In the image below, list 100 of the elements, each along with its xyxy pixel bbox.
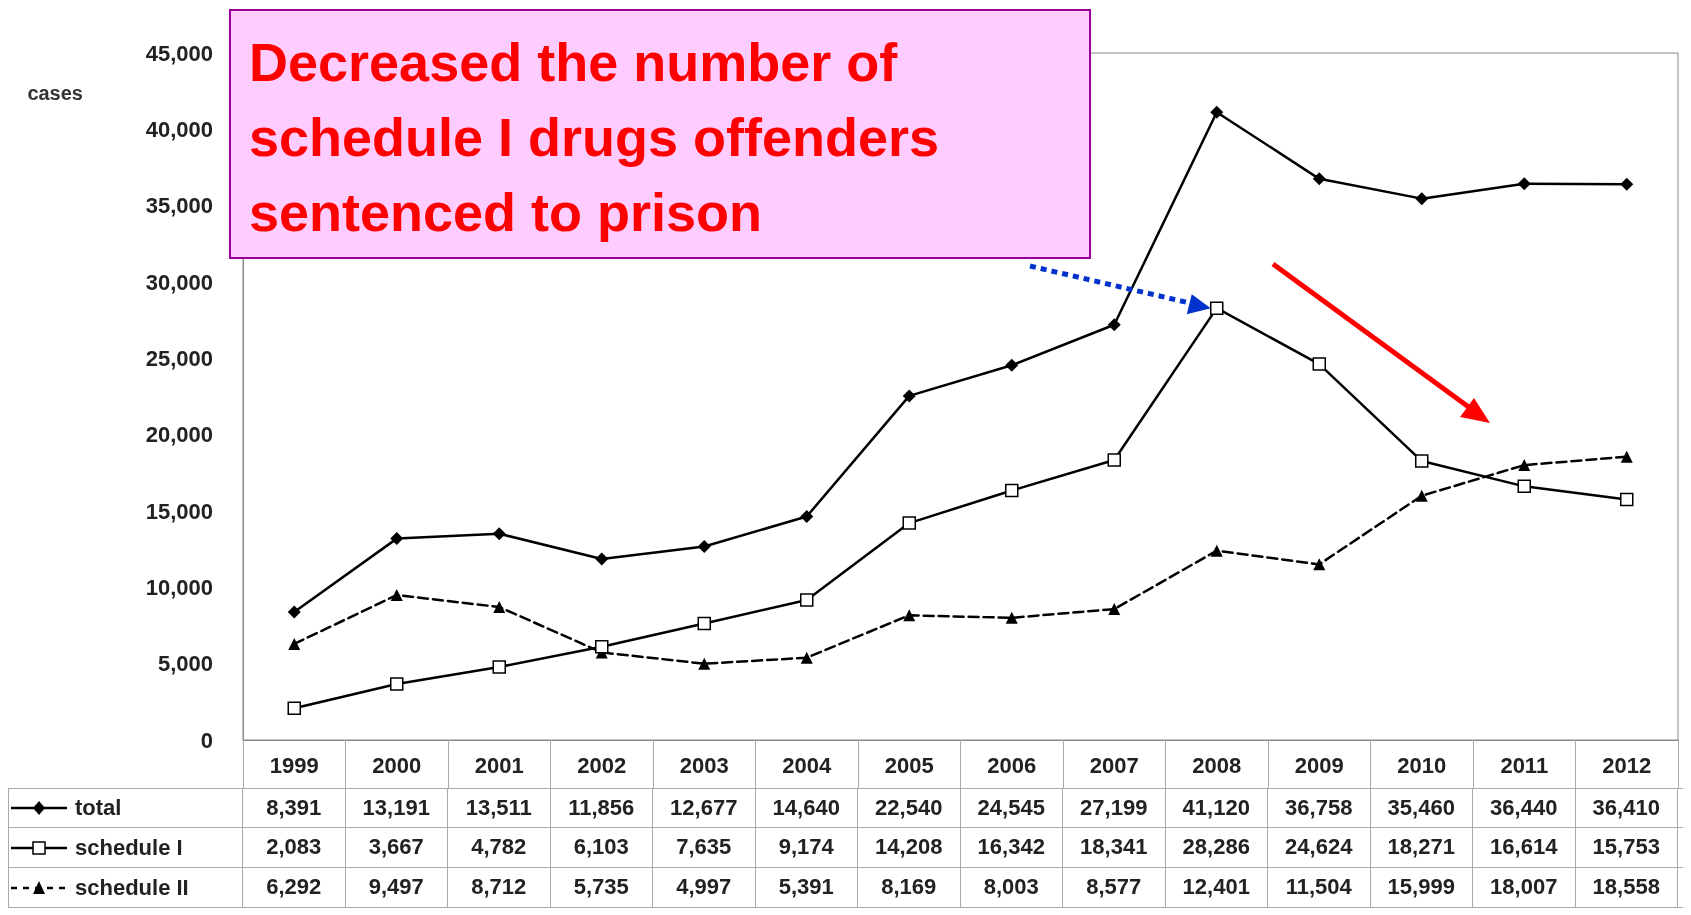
- data-label: 8,577: [1063, 868, 1166, 907]
- point: [1312, 357, 1326, 371]
- point: [1620, 450, 1633, 463]
- legend-label: schedule II: [75, 874, 189, 901]
- data-label: 15,753: [1575, 828, 1678, 867]
- data-label: 6,292: [243, 868, 346, 907]
- data-label: 8,003: [960, 868, 1063, 907]
- point: [1518, 459, 1531, 472]
- data-label: 36,758: [1268, 789, 1371, 827]
- point: [1517, 177, 1531, 191]
- data-label: 8,169: [858, 868, 961, 907]
- x-tick-label: 2008: [1192, 752, 1242, 778]
- point: [1313, 558, 1326, 571]
- x-tick-label: 2006: [987, 752, 1037, 778]
- point: [698, 657, 711, 670]
- data-label: 7,635: [653, 828, 756, 867]
- x-tick-label: 2009: [1294, 752, 1344, 778]
- point: [902, 389, 916, 403]
- data-label: 13,191: [345, 789, 448, 827]
- point: [1108, 603, 1121, 616]
- x-tick-label: 2001: [474, 752, 524, 778]
- data-label: 16,614: [1473, 828, 1576, 867]
- point: [287, 605, 301, 619]
- point: [1210, 301, 1224, 315]
- point: [1415, 192, 1429, 206]
- data-label: 3,667: [345, 828, 448, 867]
- data-label: 16,342: [960, 828, 1063, 867]
- point: [1107, 453, 1121, 467]
- y-tick-label: 35,000: [145, 193, 213, 219]
- data-label: 14,208: [858, 828, 961, 867]
- data-label: 6,103: [550, 828, 653, 867]
- point: [1517, 479, 1531, 494]
- point: [1415, 489, 1428, 502]
- point: [288, 637, 301, 650]
- x-tick-label: 2000: [372, 752, 422, 778]
- x-tick-label: 2007: [1089, 752, 1139, 778]
- x-tick-label: 2012: [1602, 752, 1652, 778]
- point: [595, 552, 609, 566]
- data-label: 36,440: [1473, 789, 1576, 827]
- data-label: 27,199: [1063, 789, 1166, 827]
- data-label: 36,410: [1575, 789, 1678, 827]
- legend-label: total: [75, 795, 122, 821]
- x-tick-label: 2003: [679, 752, 729, 778]
- point: [1107, 318, 1121, 332]
- point: [1005, 358, 1019, 372]
- data-label: 22,540: [858, 789, 961, 827]
- y-tick-label: 45,000: [145, 40, 213, 66]
- data-label: 18,007: [1473, 868, 1576, 907]
- y-tick-label: 0: [200, 727, 213, 753]
- point: [697, 616, 711, 631]
- point: [390, 589, 403, 602]
- point: [390, 677, 404, 691]
- point: [595, 640, 609, 654]
- point: [1620, 177, 1634, 191]
- point: [493, 601, 506, 613]
- data-label: 18,558: [1575, 868, 1678, 907]
- point: [800, 593, 814, 607]
- y-tick-label: 30,000: [145, 269, 213, 295]
- data-label: 15,999: [1370, 868, 1473, 907]
- data-label: 28,286: [1165, 828, 1268, 867]
- data-label: 2,083: [243, 828, 346, 867]
- point: [1312, 172, 1326, 186]
- data-label: 11,856: [550, 789, 653, 827]
- data-label: 8,712: [448, 868, 551, 907]
- point: [1415, 454, 1429, 468]
- point: [1210, 105, 1224, 119]
- data-label: 9,174: [755, 828, 858, 867]
- data-label: 5,735: [550, 868, 653, 907]
- legend-label: schedule I: [75, 834, 183, 861]
- point: [1005, 483, 1019, 498]
- annotation: Decreased the number of schedule I drugs offenders sentenced to prison: [229, 9, 1091, 259]
- data-label: 4,782: [448, 828, 551, 867]
- point: [902, 516, 916, 530]
- data-label: 24,624: [1268, 828, 1371, 867]
- y-tick-label: 15,000: [145, 498, 213, 524]
- x-tick-label: 2002: [577, 752, 627, 778]
- data-label: 5,391: [755, 868, 858, 907]
- point: [903, 609, 916, 622]
- data-label: 41,120: [1165, 789, 1268, 827]
- data-label: 4,997: [653, 868, 756, 907]
- data-label: 14,640: [755, 789, 858, 827]
- point: [1620, 492, 1634, 507]
- point: [800, 651, 813, 664]
- point: [390, 532, 404, 546]
- data-label: 11,504: [1268, 868, 1371, 907]
- x-tick-label: 2004: [782, 752, 832, 778]
- y-axis-title: cases: [27, 82, 83, 104]
- data-label: 13,511: [448, 789, 551, 827]
- data-label: 18,271: [1370, 828, 1473, 867]
- y-tick-label: 25,000: [145, 345, 213, 371]
- point: [800, 510, 814, 523]
- point: [1005, 611, 1018, 624]
- data-label: 8,391: [243, 789, 346, 827]
- data-label: 9,497: [345, 868, 448, 907]
- point: [287, 701, 301, 715]
- data-label: 24,545: [960, 789, 1063, 827]
- y-tick-label: 40,000: [145, 116, 213, 142]
- x-tick-label: 2010: [1397, 752, 1447, 778]
- x-tick-label: 2011: [1500, 752, 1549, 778]
- point: [1210, 544, 1223, 557]
